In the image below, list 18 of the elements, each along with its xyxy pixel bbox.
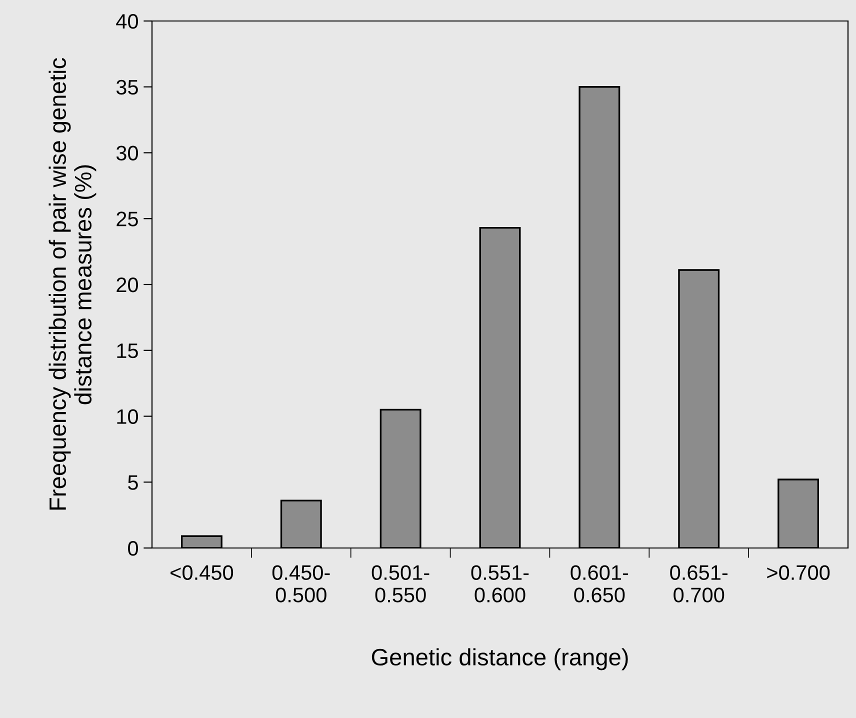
y-tick-label: 15 (117, 344, 138, 358)
x-tick-label: 0.551- 0.600 (471, 565, 529, 602)
y-tick-label: 30 (116, 146, 138, 161)
x-tick-label: <0.450 (170, 565, 234, 580)
y-tick-label: 5 (128, 475, 138, 490)
x-tick-label: 0.651- 0.700 (670, 565, 728, 602)
x-tick-label: >0.700 (767, 565, 830, 580)
y-tick-label: 35 (116, 80, 138, 95)
y-tick-label: 0 (128, 541, 138, 556)
x-tick-label: 0.501- 0.550 (372, 565, 430, 602)
y-tick-label: 25 (116, 212, 138, 226)
x-tick-label: 0.601- 0.650 (570, 565, 628, 602)
y-tick-label: 20 (116, 278, 138, 292)
y-tick-label: 40 (116, 14, 138, 29)
y-axis-title: Freequency distribution of pair wise genetic distance measures (%) (48, 58, 96, 510)
x-tick-label: 0.450- 0.500 (272, 565, 330, 602)
y-tick-label: 10 (117, 409, 138, 424)
x-axis-title: Genetic distance (range) (372, 648, 628, 670)
